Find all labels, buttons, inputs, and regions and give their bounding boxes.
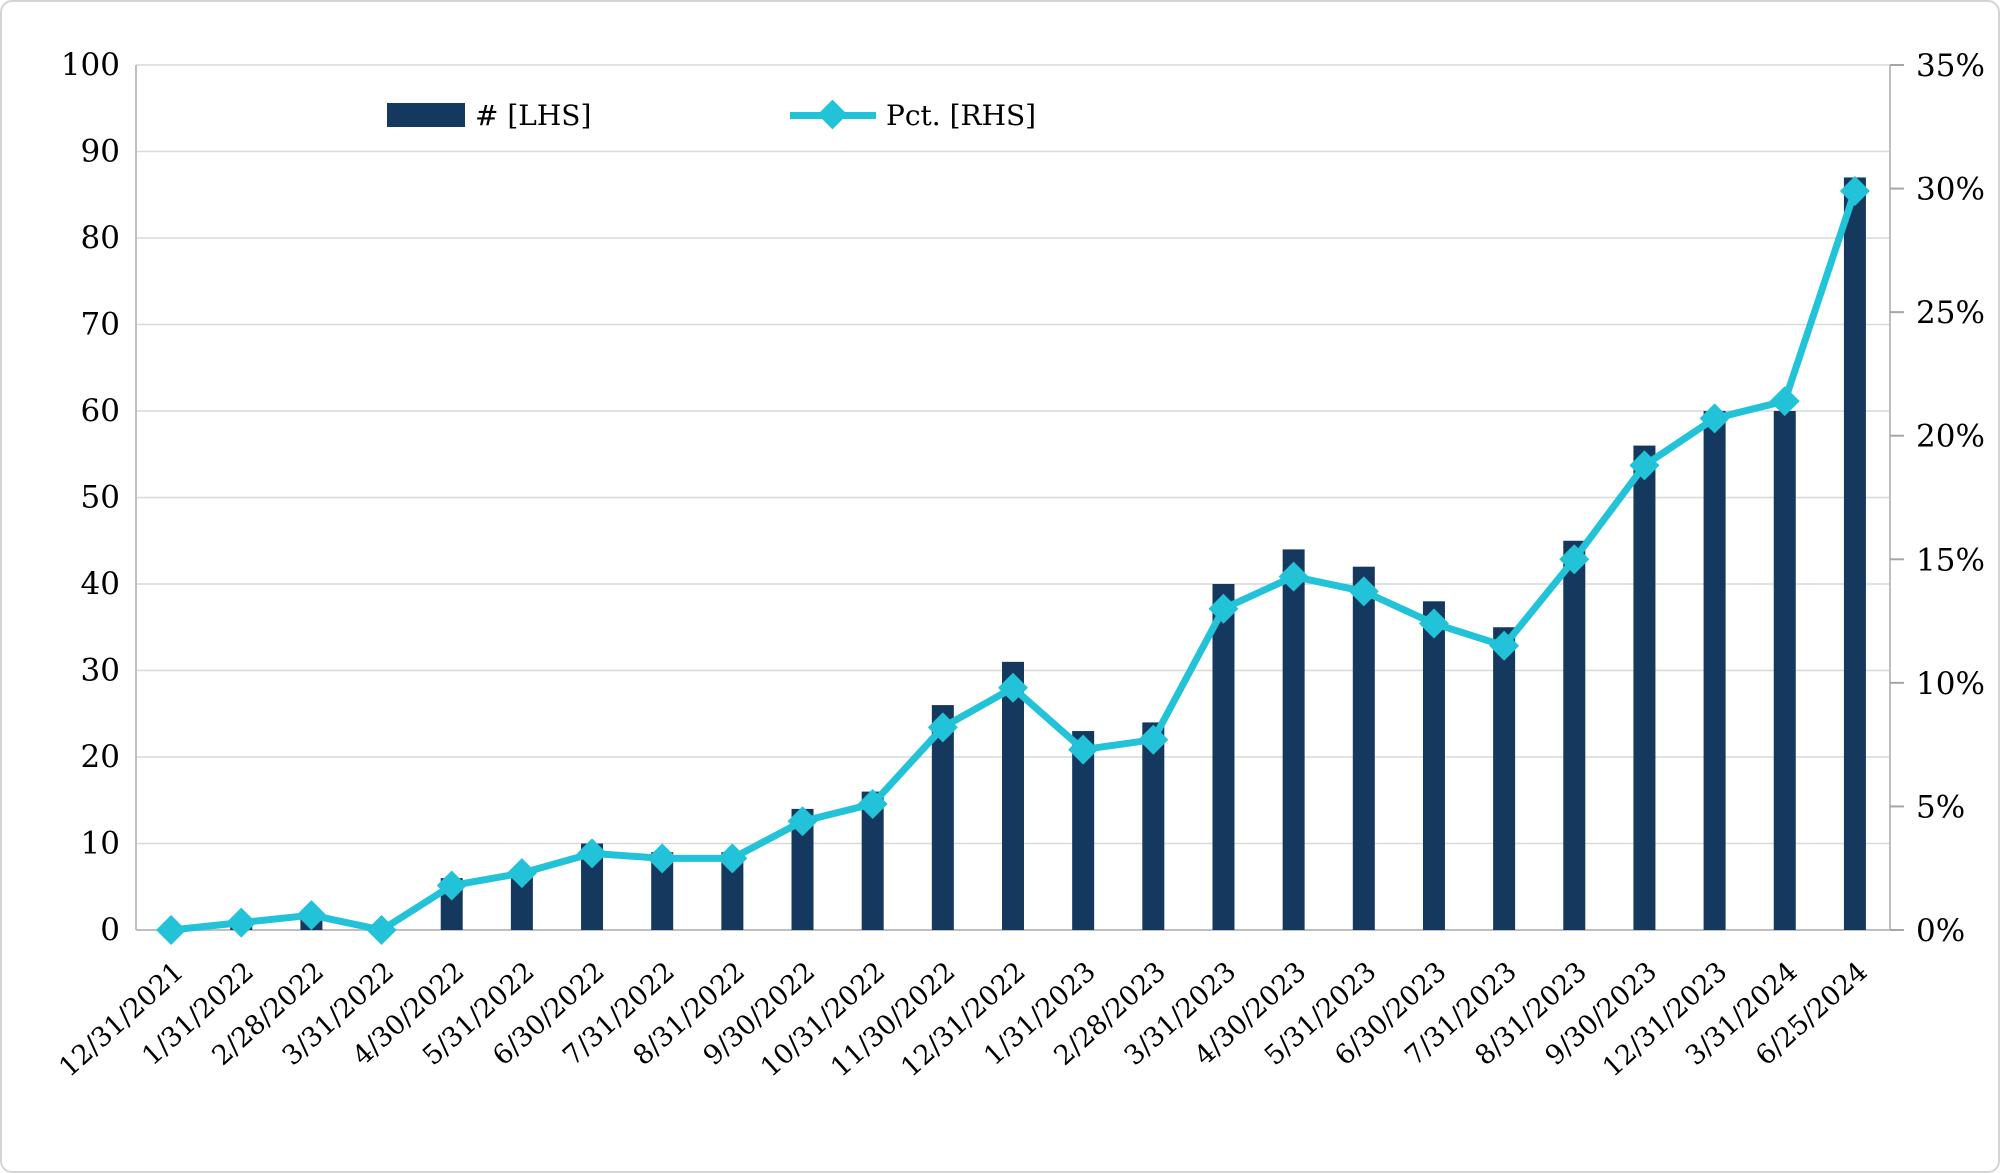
line-marker — [1208, 593, 1239, 624]
bar — [1493, 627, 1516, 930]
bar — [721, 852, 744, 930]
line-marker — [927, 712, 958, 743]
bar — [1563, 540, 1586, 930]
left-axis-tick-label: 100 — [61, 47, 120, 83]
line-marker — [1489, 630, 1520, 661]
line-marker — [1418, 608, 1449, 639]
bar — [931, 705, 954, 930]
line-marker — [577, 838, 608, 869]
bar — [1773, 411, 1796, 930]
bar — [1142, 722, 1165, 930]
line-marker — [1769, 386, 1800, 417]
line-marker — [1839, 176, 1870, 207]
right-axis-tick-label: 0% — [1916, 913, 1965, 949]
line-marker — [647, 843, 678, 874]
line-marker — [1138, 724, 1169, 755]
bar — [1282, 549, 1305, 930]
line-marker — [787, 806, 818, 837]
right-axis-tick-label: 15% — [1916, 542, 1985, 578]
line-marker — [1699, 403, 1730, 434]
line-marker — [857, 788, 888, 819]
line-marker — [1068, 734, 1099, 765]
line-marker — [717, 843, 748, 874]
right-axis-tick-label: 10% — [1916, 666, 1985, 702]
left-axis-tick-label: 50 — [81, 480, 120, 516]
line-marker — [156, 915, 187, 945]
left-axis-tick-label: 70 — [81, 307, 120, 343]
line-marker — [1629, 450, 1660, 481]
line-marker — [296, 900, 327, 931]
bar — [1212, 584, 1235, 930]
left-axis-tick-label: 80 — [81, 220, 120, 256]
bar — [1002, 661, 1024, 930]
right-axis-tick-label: 20% — [1916, 419, 1985, 455]
line-marker — [366, 915, 397, 945]
left-axis-tick-label: 10 — [81, 826, 120, 862]
left-axis-tick-label: 60 — [81, 393, 120, 429]
left-axis-tick-label: 20 — [81, 739, 120, 775]
line-marker — [998, 672, 1028, 703]
left-axis-tick-label: 90 — [81, 134, 120, 170]
bar — [1422, 601, 1445, 930]
line-marker — [226, 907, 257, 938]
bar — [791, 808, 814, 930]
line-marker — [1559, 544, 1590, 575]
bar — [1843, 177, 1866, 930]
bar — [1633, 445, 1656, 930]
line-marker — [1348, 576, 1379, 607]
bar — [581, 843, 604, 930]
line-marker — [436, 870, 467, 901]
bar — [1072, 731, 1095, 930]
line-marker — [506, 858, 537, 889]
right-axis-tick-label: 30% — [1916, 172, 1985, 208]
line-marker — [1278, 561, 1309, 592]
right-axis-tick-label: 5% — [1916, 789, 1965, 825]
right-axis-tick-label: 35% — [1916, 48, 1985, 84]
bar — [1703, 411, 1726, 930]
bar — [510, 869, 533, 930]
right-axis-tick-label: 25% — [1916, 295, 1985, 331]
bar — [861, 791, 884, 930]
left-axis-tick-label: 0 — [100, 912, 120, 948]
bar — [1352, 566, 1375, 930]
left-axis-tick-label: 30 — [81, 653, 120, 689]
bar — [651, 852, 674, 930]
left-axis-tick-label: 40 — [81, 566, 120, 602]
